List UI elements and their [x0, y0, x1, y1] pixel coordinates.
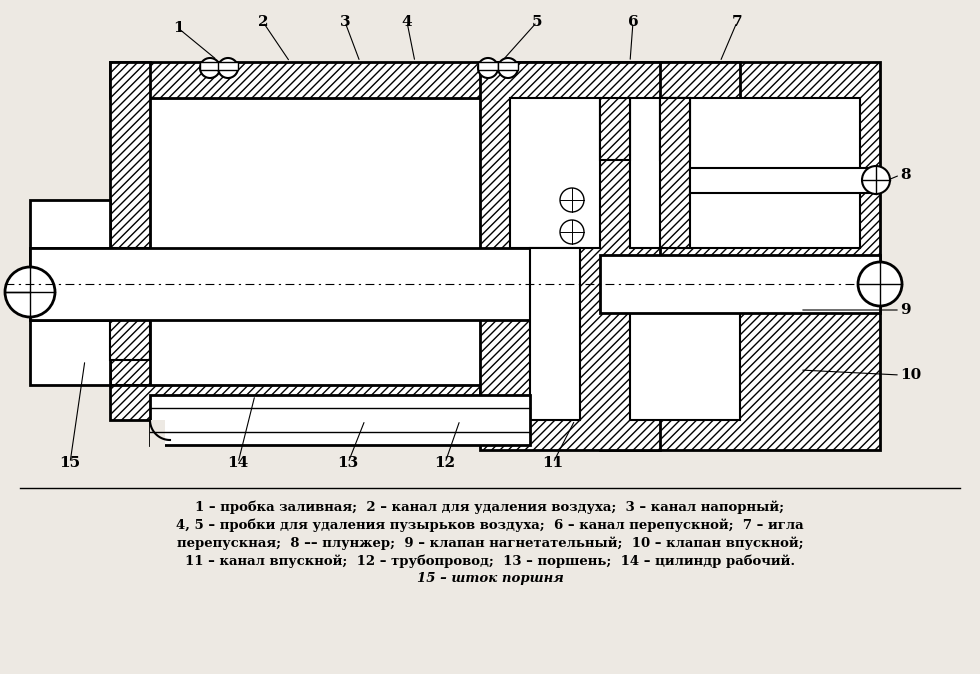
Bar — [630, 98, 860, 248]
Circle shape — [218, 58, 238, 78]
Text: 12: 12 — [434, 456, 456, 470]
Text: 3: 3 — [340, 15, 350, 29]
Circle shape — [560, 188, 584, 212]
Text: 1 – пробка заливная;  2 – канал для удаления воздуха;  3 – канал напорный;: 1 – пробка заливная; 2 – канал для удале… — [195, 500, 785, 514]
Circle shape — [478, 58, 498, 78]
Text: 9: 9 — [900, 303, 910, 317]
Circle shape — [5, 267, 55, 317]
Circle shape — [560, 220, 584, 244]
Text: 10: 10 — [900, 368, 921, 382]
Bar — [690, 168, 870, 193]
Bar — [600, 62, 880, 450]
Text: 8: 8 — [900, 168, 910, 182]
Bar — [150, 98, 480, 385]
Bar — [660, 98, 690, 248]
Bar — [630, 310, 740, 420]
Bar — [110, 320, 150, 360]
Text: 13: 13 — [337, 456, 359, 470]
Bar — [218, 62, 238, 70]
Text: 6: 6 — [627, 15, 638, 29]
Bar — [600, 255, 880, 313]
Bar — [110, 248, 150, 293]
Bar — [530, 248, 580, 420]
Circle shape — [862, 166, 890, 194]
Text: 15: 15 — [60, 456, 80, 470]
Text: 11 – канал впускной;  12 – трубопровод;  13 – поршень;  14 – цилиндр рабочий.: 11 – канал впускной; 12 – трубопровод; 1… — [185, 554, 795, 568]
Text: 4: 4 — [402, 15, 413, 29]
Text: 14: 14 — [227, 456, 249, 470]
Bar — [478, 62, 498, 70]
Bar — [110, 385, 480, 420]
Bar — [510, 98, 600, 248]
Text: 11: 11 — [542, 456, 564, 470]
Text: 15 – шток поршня: 15 – шток поршня — [416, 572, 564, 585]
Bar — [498, 62, 518, 70]
Text: 7: 7 — [732, 15, 742, 29]
Bar — [110, 62, 150, 385]
Text: 4, 5 – пробки для удаления пузырьков воздуха;  6 – канал перепускной;  7 – игла: 4, 5 – пробки для удаления пузырьков воз… — [176, 518, 804, 532]
Text: 1: 1 — [172, 21, 183, 35]
Bar — [30, 200, 110, 385]
Circle shape — [858, 262, 902, 306]
Bar — [110, 62, 740, 98]
Circle shape — [498, 58, 518, 78]
Bar — [30, 248, 110, 320]
Bar — [150, 420, 165, 450]
Text: 2: 2 — [258, 15, 269, 29]
Text: 5: 5 — [532, 15, 542, 29]
Bar — [480, 62, 660, 450]
Circle shape — [200, 58, 220, 78]
Bar — [30, 248, 530, 320]
Bar — [150, 395, 530, 445]
Bar — [660, 98, 690, 160]
Bar — [600, 98, 630, 160]
Text: перепускная;  8 –– плунжер;  9 – клапан нагнетательный;  10 – клапан впускной;: перепускная; 8 –– плунжер; 9 – клапан на… — [176, 536, 804, 549]
Bar — [200, 62, 220, 70]
